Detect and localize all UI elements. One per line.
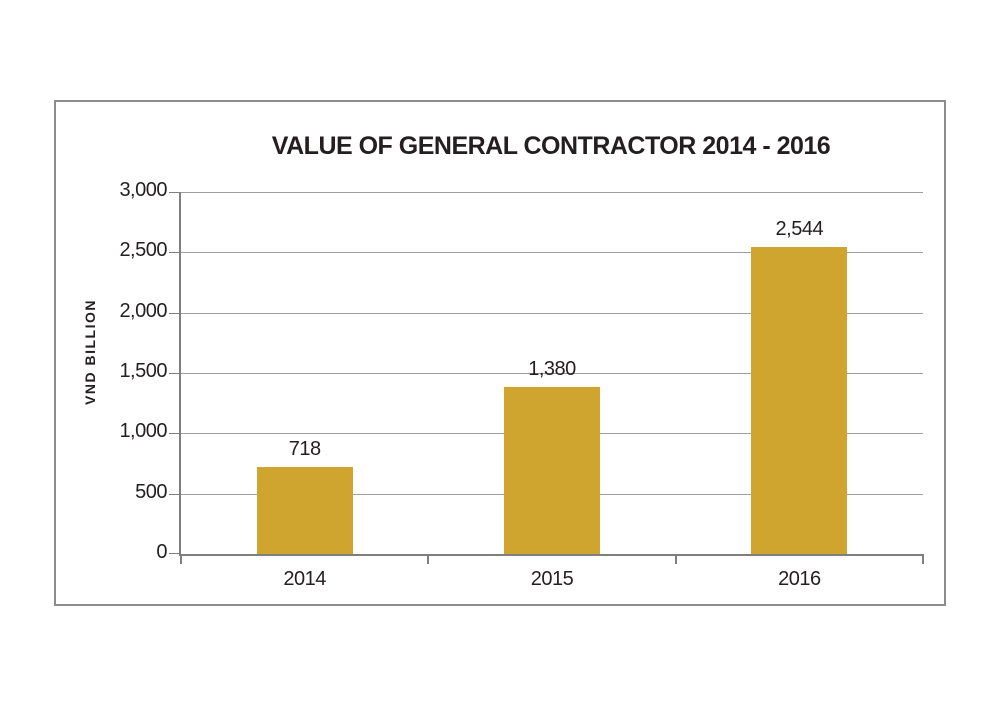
y-tick-mark-1,500: [169, 373, 181, 374]
y-tick-mark-0: [169, 553, 181, 554]
y-tick-label-500: 500: [135, 480, 167, 503]
y-tick-mark-2,000: [169, 312, 181, 314]
y-tick-mark-500: [169, 493, 181, 495]
plot-area: 718 1,380 2,544: [169, 192, 924, 564]
x-axis-boundary-tick-3: [922, 554, 924, 564]
gridline-3,000: [181, 192, 923, 193]
x-tick-label-2016: 2016: [778, 568, 821, 590]
gridline-1,500: [181, 373, 923, 374]
gridline-2,000: [181, 312, 923, 314]
gridline-2,500: [181, 252, 923, 254]
y-tick-label-2,500: 2,500: [119, 239, 167, 262]
y-tick-mark-1,000: [169, 433, 181, 435]
x-tick-label-2014: 2014: [283, 568, 326, 590]
bar-2016: [751, 247, 848, 554]
y-tick-mark-2,500: [169, 252, 181, 254]
chart-title: VALUE OF GENERAL CONTRACTOR 2014 - 2016: [271, 132, 831, 160]
y-tick-mark-3,000: [169, 192, 181, 193]
bar-value-label-2016: 2,544: [775, 218, 824, 241]
bar-value-label-2015: 1,380: [528, 358, 576, 381]
x-axis-boundary-tick-2: [674, 554, 677, 564]
y-tick-label-1,500: 1,500: [119, 360, 167, 382]
y-tick-label-3,000: 3,000: [119, 179, 167, 201]
x-tick-label-2015: 2015: [530, 568, 574, 590]
bar-2015: [504, 387, 600, 554]
bar-value-label-2014: 718: [288, 438, 321, 461]
chart-frame: VALUE OF GENERAL CONTRACTOR 2014 - 2016 …: [54, 100, 946, 606]
y-tick-label-0: 0: [156, 541, 167, 563]
y-tick-label-1,000: 1,000: [119, 420, 167, 443]
x-axis-boundary-tick-1: [427, 554, 430, 564]
x-axis-boundary-tick-0: [180, 554, 182, 564]
y-tick-label-2,000: 2,000: [119, 299, 167, 322]
y-axis-title-text: VND BILLION: [82, 299, 98, 405]
bar-2014: [256, 467, 353, 554]
